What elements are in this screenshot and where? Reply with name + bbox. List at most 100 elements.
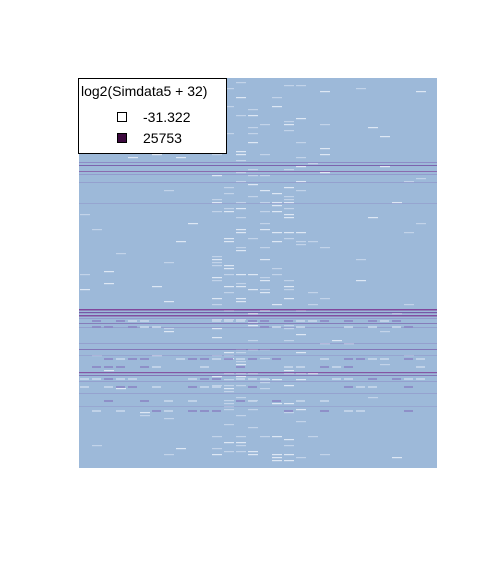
heatmap-cell xyxy=(248,373,258,375)
heatmap-cell xyxy=(128,157,138,159)
heatmap-cell xyxy=(296,85,306,87)
heatmap-cell xyxy=(284,366,293,368)
heatmap-cell xyxy=(296,232,306,234)
heatmap-cell xyxy=(140,412,150,414)
heatmap-cell xyxy=(236,97,246,99)
heatmap-cell xyxy=(116,410,125,412)
heatmap-cell xyxy=(284,130,294,132)
heatmap-cell xyxy=(284,214,294,216)
heatmap-cell xyxy=(236,361,246,363)
heatmap-cell xyxy=(212,386,221,388)
heatmap-cell xyxy=(296,326,305,328)
heatmap-cell xyxy=(212,202,222,204)
heatmap-cell xyxy=(380,166,390,168)
heatmap-cell xyxy=(104,386,113,388)
heatmap-cell xyxy=(272,400,281,402)
heatmap-cell xyxy=(248,454,258,456)
heatmap-cell xyxy=(416,378,425,380)
heatmap-cell xyxy=(224,320,233,322)
heatmap-cell xyxy=(248,427,258,429)
heatmap-cell xyxy=(92,355,102,357)
heatmap-cell xyxy=(284,280,294,282)
heatmap-cell xyxy=(224,187,234,189)
heatmap-cell xyxy=(284,232,294,234)
heatmap-cell xyxy=(104,378,113,380)
heatmap-cell xyxy=(212,337,222,339)
heatmap-cell xyxy=(356,88,366,90)
heatmap-cell xyxy=(236,373,246,375)
heatmap-cell xyxy=(296,320,305,322)
heatmap-cell xyxy=(356,280,366,282)
heatmap-cell xyxy=(368,386,377,388)
heatmap-cell xyxy=(272,379,282,381)
heatmap-cell xyxy=(284,325,294,327)
heatmap-cell xyxy=(404,378,413,380)
heatmap-cell xyxy=(248,127,258,129)
heatmap-cell xyxy=(272,326,281,328)
heatmap-cell xyxy=(212,410,221,412)
heatmap-cell xyxy=(320,154,330,156)
heatmap-cell xyxy=(272,202,282,204)
heatmap-cell xyxy=(104,400,113,402)
heatmap-cell xyxy=(212,378,221,380)
heatmap-cell xyxy=(248,142,258,144)
heatmap-cell xyxy=(260,259,270,261)
heatmap-cell xyxy=(368,358,377,360)
heatmap-cell xyxy=(236,229,246,231)
heatmap-cell xyxy=(92,326,101,328)
heatmap-cell xyxy=(236,154,246,156)
heatmap-cell xyxy=(248,184,258,186)
heatmap-cell xyxy=(368,320,377,322)
heatmap-cell xyxy=(320,410,329,412)
heatmap-cell xyxy=(212,265,222,267)
heatmap-band-row xyxy=(79,381,437,382)
heatmap-cell xyxy=(320,298,330,300)
heatmap-cell xyxy=(224,355,234,357)
heatmap-cell xyxy=(236,385,246,387)
heatmap-cell xyxy=(320,358,329,360)
heatmap-cell xyxy=(236,247,246,249)
heatmap-cell xyxy=(128,358,137,360)
heatmap-cell xyxy=(404,355,414,357)
heatmap-cell xyxy=(248,451,258,453)
heatmap-cell xyxy=(92,366,101,368)
heatmap-cell xyxy=(260,292,270,294)
heatmap-cell xyxy=(236,415,246,417)
heatmap-cell xyxy=(236,208,246,210)
heatmap-cell xyxy=(320,400,329,402)
heatmap-cell xyxy=(296,352,306,354)
heatmap-cell xyxy=(248,340,258,342)
heatmap-cell xyxy=(164,331,174,333)
heatmap-cell xyxy=(212,211,222,213)
heatmap-cell xyxy=(224,265,234,267)
heatmap-cell xyxy=(152,154,162,156)
heatmap-cell xyxy=(152,286,162,288)
heatmap-band-row xyxy=(79,309,437,311)
heatmap-cell xyxy=(236,442,246,444)
heatmap-cell xyxy=(116,378,125,380)
heatmap-cell xyxy=(296,366,305,368)
heatmap-cell xyxy=(128,378,137,380)
heatmap-cell xyxy=(188,358,197,360)
heatmap-cell xyxy=(188,410,197,412)
heatmap-cell xyxy=(224,133,234,135)
heatmap-band-row xyxy=(79,165,437,166)
heatmap-cell xyxy=(236,274,246,276)
heatmap-cell xyxy=(92,229,102,231)
heatmap-cell xyxy=(236,400,245,402)
heatmap-cell xyxy=(344,358,353,360)
heatmap-cell xyxy=(212,259,222,261)
heatmap-cell xyxy=(416,178,426,180)
heatmap-cell xyxy=(224,268,234,270)
heatmap-cell xyxy=(248,196,258,198)
heatmap-cell xyxy=(284,439,294,441)
heatmap-cell xyxy=(80,386,89,388)
heatmap-cell xyxy=(152,355,162,357)
heatmap-cell xyxy=(404,181,414,183)
heatmap-cell xyxy=(212,298,222,300)
heatmap-cell xyxy=(236,320,245,322)
heatmap-cell xyxy=(224,409,234,411)
heatmap-cell xyxy=(260,154,270,156)
heatmap-cell xyxy=(284,373,294,375)
heatmap-cell xyxy=(284,410,293,412)
